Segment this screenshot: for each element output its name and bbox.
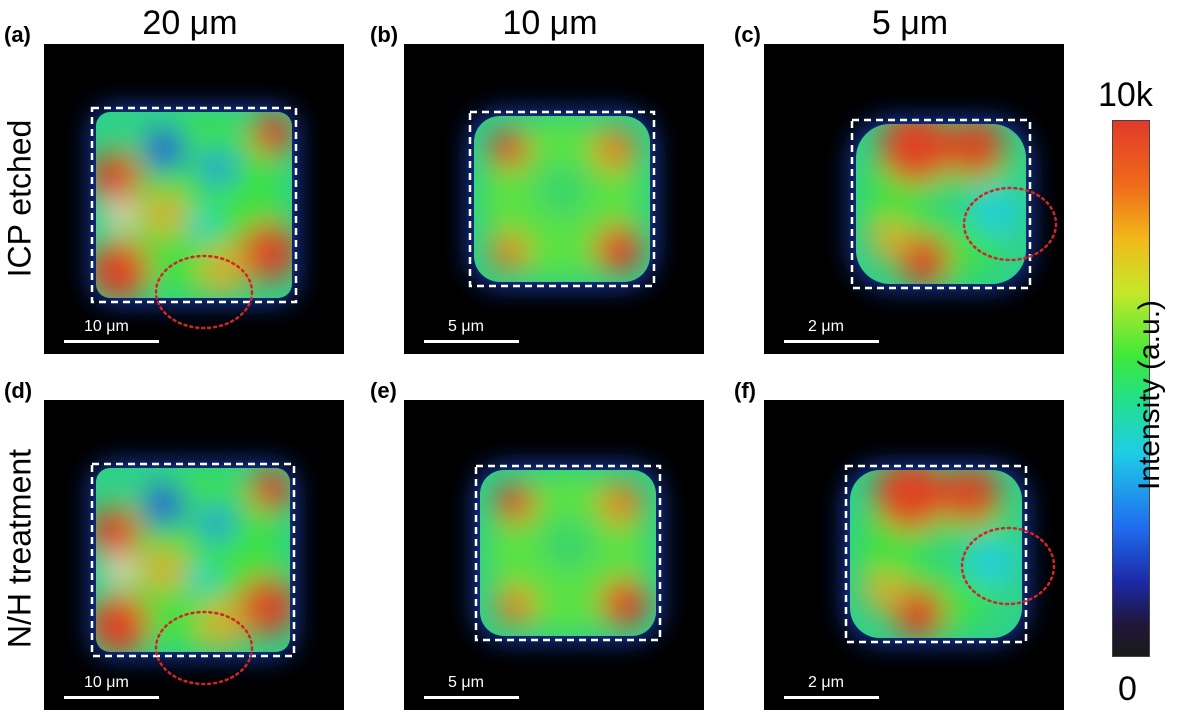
emission-map [856,124,1026,284]
intensity-spot [139,545,188,594]
intensity-spot [140,190,189,239]
intensity-spot [141,482,186,527]
intensity-spot [940,470,1001,526]
emission-map [850,470,1022,638]
intensity-spot [250,112,292,157]
panel-e: 5 μm [404,400,704,710]
column-title-20um: 20 μm [142,4,238,42]
intensity-spot [96,240,150,298]
panel-d: 10 μm [44,400,344,710]
intensity-spot [96,506,142,559]
intensity-spot [236,576,290,636]
intensity-spot [592,127,637,172]
intensity-spot [874,470,947,532]
mesa-outline [844,464,1028,644]
colorbar-max-label: 10k [1098,76,1153,114]
emission-map [480,470,656,636]
intensity-spot [965,536,1018,589]
intensity-spot [600,578,649,627]
panel-c: 2 μm [764,44,1064,354]
mesa-outline [474,464,662,642]
mesa-outline [90,462,296,658]
emission-map [96,112,292,298]
intensity-spot [969,186,1022,238]
emission-map [96,468,290,652]
intensity-spot [101,551,138,588]
defect-marker [960,526,1056,606]
intensity-spot [196,503,237,544]
panel-b: 5 μm [404,44,704,354]
intensity-spot [142,127,187,172]
intensity-spot [248,468,290,513]
intensity-spot [598,481,643,526]
defect-marker [154,610,254,686]
scale-bar-a [64,340,159,343]
column-title-10um: 10 μm [502,4,598,42]
intensity-spot [238,221,292,282]
intensity-spot [927,182,972,226]
colorbar [1112,120,1150,657]
mesa-outline [850,118,1032,290]
intensity-spot [862,568,907,613]
scale-label-f: 2 μm [808,674,844,691]
intensity-spot [489,129,530,170]
intensity-spot [101,196,138,233]
panel-c-map [850,118,1058,290]
panel-tag-f: (f) [734,378,756,403]
scale-label-d: 10 μm [84,674,129,691]
row-title-nh-treatment: N/H treatment [1,448,38,649]
intensity-spot [922,532,967,576]
panel-f-map [844,464,1056,644]
intensity-spot [495,483,536,524]
panel-b-map [468,110,656,288]
scale-label-e: 5 μm [448,674,484,691]
scale-bar-c [784,340,879,343]
intensity-spot [96,594,150,652]
scale-bar-b [424,340,519,343]
panel-a: 10 μm [44,44,344,354]
intensity-spot [868,217,912,262]
colorbar-min-label: 0 [1118,670,1137,708]
panel-e-map [474,464,662,642]
intensity-spot [186,562,219,595]
panel-tag-e: (e) [370,378,397,403]
scale-bar-f [784,696,879,699]
intensity-spot [892,586,945,638]
panel-d-map [90,462,296,686]
intensity-spot [196,598,249,651]
scale-label-c: 2 μm [808,318,844,335]
intensity-spot [879,124,952,184]
scale-label-b: 5 μm [448,318,484,335]
row-title-icp-etched: ICP etched [1,119,38,278]
colorbar-axis-label: Intensity (a.u.) [1133,299,1166,491]
intensity-spot [187,207,220,240]
intensity-spot [197,147,238,188]
emission-map [474,116,650,282]
panel-tag-a: (a) [4,22,31,47]
intensity-spot [489,232,530,273]
panel-tag-b: (b) [370,22,399,47]
intensity-spot [945,124,1005,178]
intensity-spot [96,151,142,204]
mesa-outline [90,106,298,304]
panel-f: 2 μm [764,400,1064,710]
intensity-spot [495,586,536,627]
intensity-spot [534,162,590,219]
mesa-outline [468,110,656,288]
panel-tag-d: (d) [4,378,33,403]
scale-label-a: 10 μm [84,318,129,335]
intensity-spot [594,224,643,273]
panel-tag-c: (c) [734,22,761,47]
panel-a-map [90,106,298,330]
defect-marker [154,254,254,330]
intensity-spot [898,234,950,284]
defect-marker [962,186,1058,262]
intensity-spot [540,516,596,573]
scale-bar-e [424,696,519,699]
column-title-5um: 5 μm [871,4,949,42]
scale-bar-d [64,696,159,699]
